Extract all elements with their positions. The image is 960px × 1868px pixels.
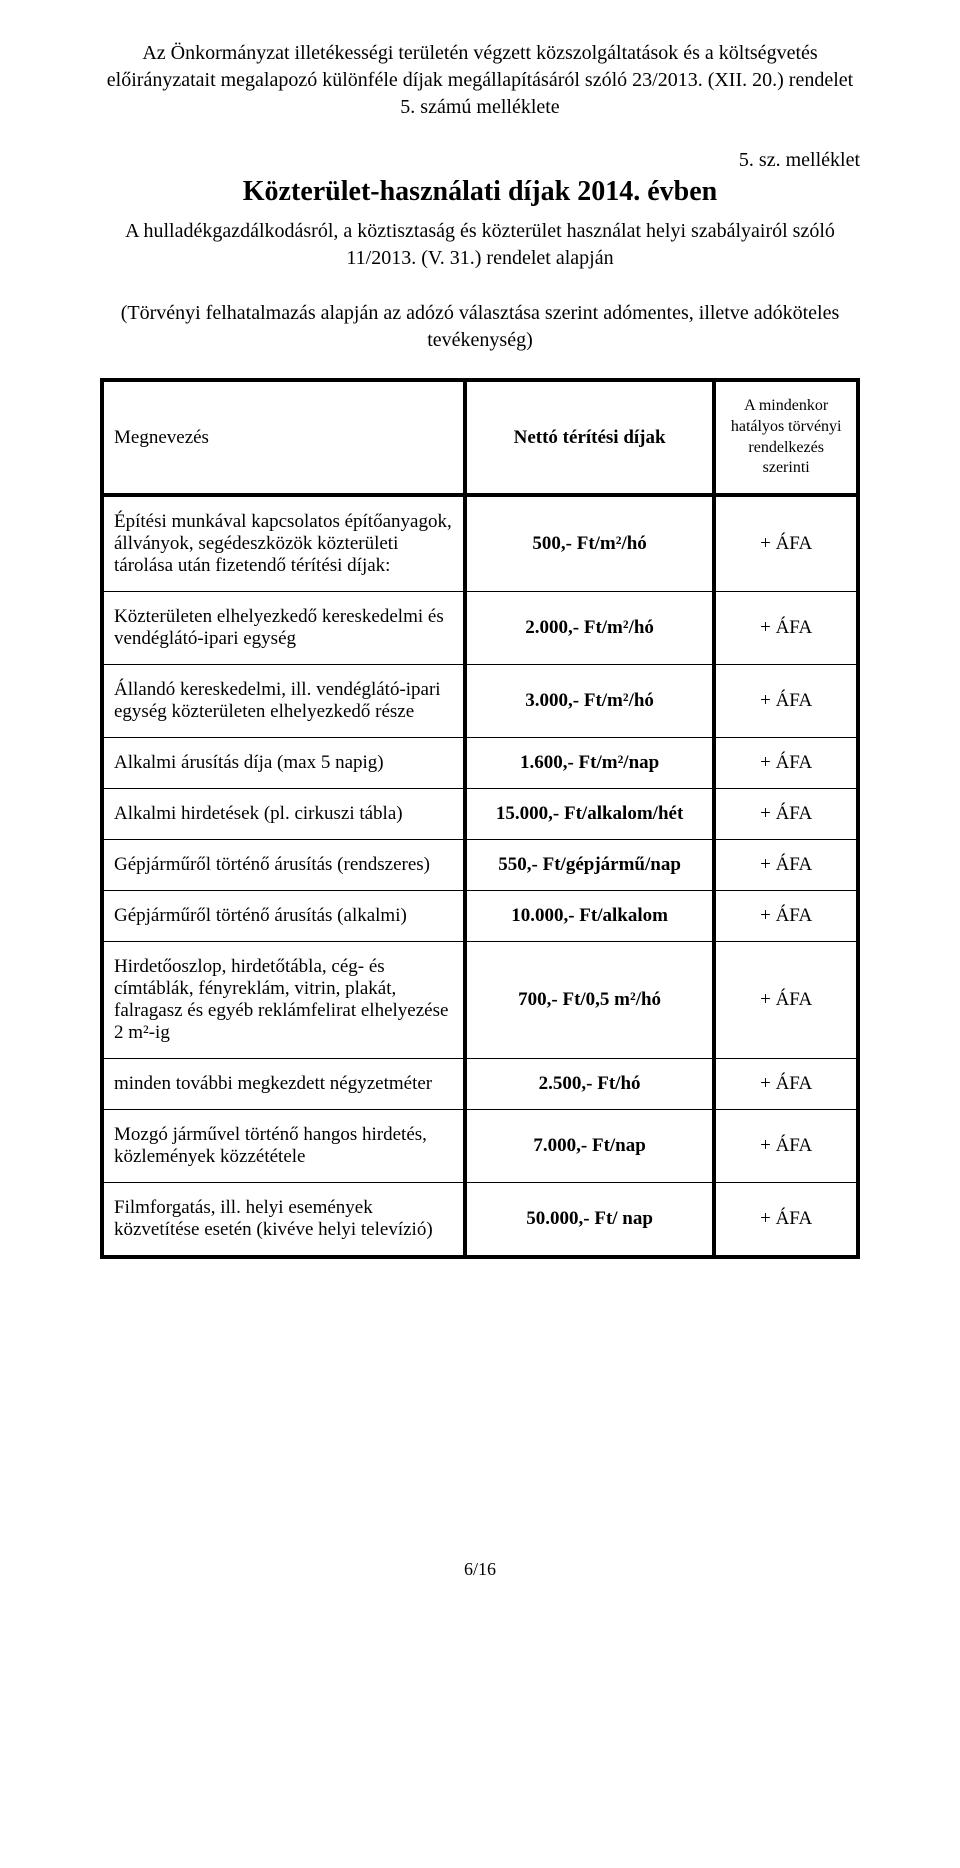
- cell-vat: + ÁFA: [714, 891, 858, 942]
- col-header-vat: A mindenkor hatályos törvényi rendelkezé…: [714, 380, 858, 495]
- table-row: Gépjárműről történő árusítás (alkalmi) 1…: [102, 891, 858, 942]
- cell-fee: 1.600,- Ft/m²/nap: [465, 738, 714, 789]
- cell-vat: + ÁFA: [714, 665, 858, 738]
- cell-vat: + ÁFA: [714, 592, 858, 665]
- table-row: Állandó kereskedelmi, ill. vendéglátó-ip…: [102, 665, 858, 738]
- cell-fee: 2.500,- Ft/hó: [465, 1059, 714, 1110]
- document-heading: Közterület-használati díjak 2014. évben: [100, 176, 860, 208]
- cell-vat: + ÁFA: [714, 840, 858, 891]
- cell-name: Hirdetőoszlop, hirdetőtábla, cég- és cím…: [102, 942, 465, 1059]
- cell-fee: 50.000,- Ft/ nap: [465, 1183, 714, 1258]
- legal-note: (Törvényi felhatalmazás alapján az adózó…: [100, 300, 860, 354]
- cell-name: Filmforgatás, ill. helyi események közve…: [102, 1183, 465, 1258]
- cell-name: Építési munkával kapcsolatos építőanyago…: [102, 495, 465, 592]
- attachment-label: 5. sz. melléklet: [100, 149, 860, 172]
- table-row: Hirdetőoszlop, hirdetőtábla, cég- és cím…: [102, 942, 858, 1059]
- cell-fee: 10.000,- Ft/alkalom: [465, 891, 714, 942]
- table-row: minden további megkezdett négyzetméter 2…: [102, 1059, 858, 1110]
- cell-vat: + ÁFA: [714, 942, 858, 1059]
- cell-fee: 3.000,- Ft/m²/hó: [465, 665, 714, 738]
- table-row: Építési munkával kapcsolatos építőanyago…: [102, 495, 858, 592]
- header-title: Az Önkormányzat illetékességi területén …: [100, 40, 860, 121]
- table-row: Alkalmi árusítás díja (max 5 napig) 1.60…: [102, 738, 858, 789]
- cell-name: Közterületen elhelyezkedő kereskedelmi é…: [102, 592, 465, 665]
- col-header-name: Megnevezés: [102, 380, 465, 495]
- cell-name: Állandó kereskedelmi, ill. vendéglátó-ip…: [102, 665, 465, 738]
- table-row: Mozgó járművel történő hangos hirdetés, …: [102, 1110, 858, 1183]
- fee-table: Megnevezés Nettó térítési díjak A minden…: [100, 378, 860, 1259]
- cell-name: Gépjárműről történő árusítás (rendszeres…: [102, 840, 465, 891]
- table-row: Gépjárműről történő árusítás (rendszeres…: [102, 840, 858, 891]
- cell-name: Alkalmi árusítás díja (max 5 napig): [102, 738, 465, 789]
- table-body: Építési munkával kapcsolatos építőanyago…: [102, 495, 858, 1257]
- cell-vat: + ÁFA: [714, 1183, 858, 1258]
- cell-fee: 2.000,- Ft/m²/hó: [465, 592, 714, 665]
- col-header-fee: Nettó térítési díjak: [465, 380, 714, 495]
- table-header-row: Megnevezés Nettó térítési díjak A minden…: [102, 380, 858, 495]
- cell-name: minden további megkezdett négyzetméter: [102, 1059, 465, 1110]
- page-number: 6/16: [100, 1559, 860, 1580]
- cell-vat: + ÁFA: [714, 1059, 858, 1110]
- cell-fee: 7.000,- Ft/nap: [465, 1110, 714, 1183]
- table-row: Alkalmi hirdetések (pl. cirkuszi tábla) …: [102, 789, 858, 840]
- under-heading: A hulladékgazdálkodásról, a köztisztaság…: [100, 218, 860, 272]
- table-row: Közterületen elhelyezkedő kereskedelmi é…: [102, 592, 858, 665]
- cell-fee: 15.000,- Ft/alkalom/hét: [465, 789, 714, 840]
- cell-name: Mozgó járművel történő hangos hirdetés, …: [102, 1110, 465, 1183]
- cell-vat: + ÁFA: [714, 1110, 858, 1183]
- cell-fee: 700,- Ft/0,5 m²/hó: [465, 942, 714, 1059]
- table-row: Filmforgatás, ill. helyi események közve…: [102, 1183, 858, 1258]
- cell-name: Alkalmi hirdetések (pl. cirkuszi tábla): [102, 789, 465, 840]
- cell-name: Gépjárműről történő árusítás (alkalmi): [102, 891, 465, 942]
- cell-vat: + ÁFA: [714, 789, 858, 840]
- cell-fee: 550,- Ft/gépjármű/nap: [465, 840, 714, 891]
- cell-fee: 500,- Ft/m²/hó: [465, 495, 714, 592]
- cell-vat: + ÁFA: [714, 738, 858, 789]
- page-container: Az Önkormányzat illetékességi területén …: [0, 0, 960, 1620]
- cell-vat: + ÁFA: [714, 495, 858, 592]
